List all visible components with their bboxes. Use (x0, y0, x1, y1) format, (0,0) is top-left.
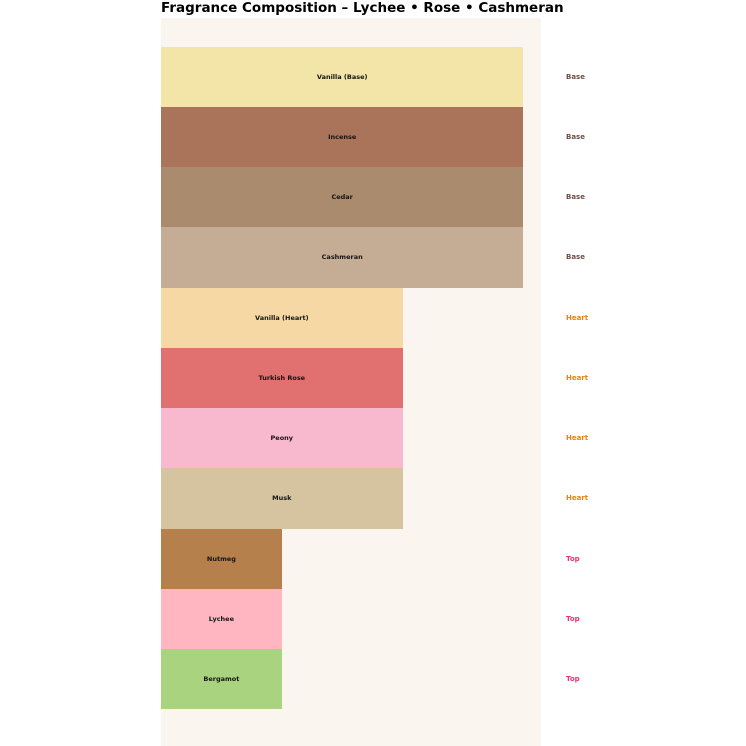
note-bar: Cashmeran (161, 227, 524, 288)
note-label: Cashmeran (321, 253, 363, 262)
note-bar: Vanilla (Heart) (161, 287, 403, 348)
chart-title: Fragrance Composition – Lychee • Rose • … (161, 0, 564, 16)
note-label: Peony (270, 434, 294, 443)
layer-label: Heart (566, 494, 589, 503)
note-label: Cedar (331, 193, 353, 202)
note-bar: Peony (161, 408, 403, 469)
note-bar: Cedar (161, 167, 524, 228)
note-label: Musk (272, 494, 292, 503)
note-bar: Bergamot (161, 649, 282, 710)
layer-label: Base (566, 193, 585, 202)
layer-label: Base (566, 132, 585, 141)
note-bar: Nutmeg (161, 528, 282, 589)
note-bar: Incense (161, 106, 524, 167)
note-bar: Turkish Rose (161, 347, 403, 408)
layer-label: Heart (566, 434, 589, 443)
layer-label: Top (566, 554, 580, 563)
plot-area: Vanilla (Base) Incense Cedar Cashmeran Vanil… (161, 18, 541, 746)
note-label: Incense (328, 132, 357, 141)
layer-label: Top (566, 614, 580, 623)
layer-label: Heart (566, 373, 589, 382)
layer-label: Base (566, 253, 585, 262)
note-label: Lychee (208, 614, 235, 623)
note-label: Vanilla (Base) (316, 72, 368, 81)
note-label: Bergamot (203, 675, 240, 684)
note-bar: Lychee (161, 588, 282, 649)
note-label: Turkish Rose (258, 373, 306, 382)
layer-label: Base (566, 72, 585, 81)
layer-label: Top (566, 675, 580, 684)
note-label: Nutmeg (206, 554, 236, 563)
note-bar: Musk (161, 468, 403, 529)
note-label: Vanilla (Heart) (255, 313, 309, 322)
note-bar: Vanilla (Base) (161, 46, 524, 107)
layer-label: Heart (566, 313, 589, 322)
